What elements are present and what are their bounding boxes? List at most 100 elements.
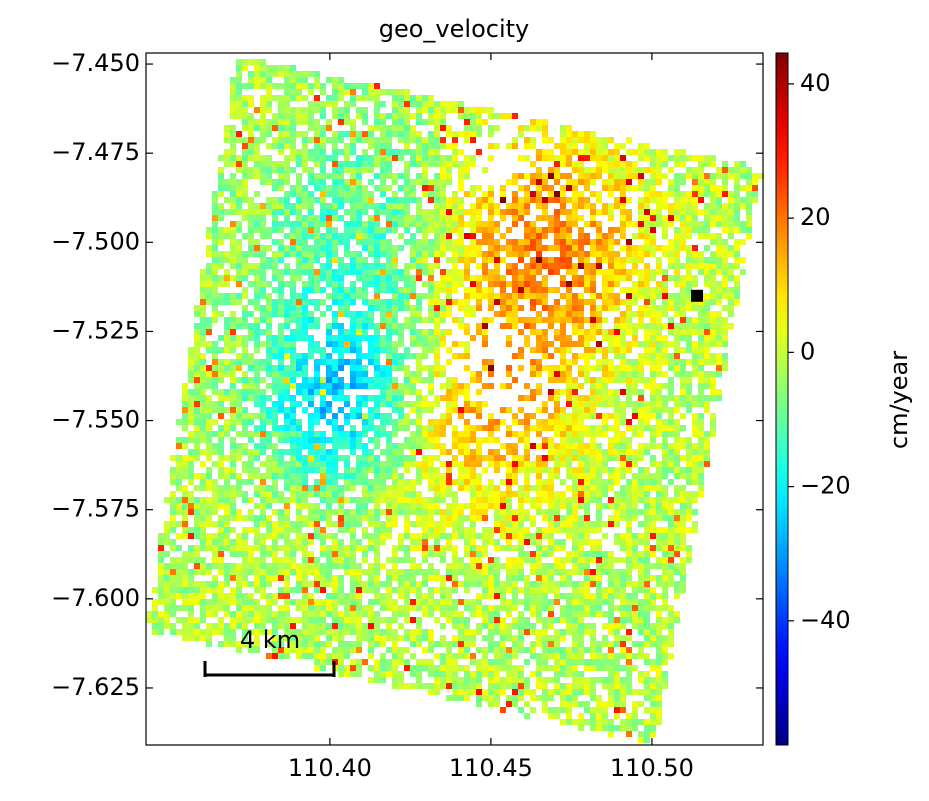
- raster-cell: [350, 263, 356, 269]
- raster-cell: [338, 431, 344, 437]
- raster-cell: [650, 335, 656, 341]
- raster-cell: [686, 437, 692, 443]
- raster-cell: [260, 209, 266, 215]
- raster-cell: [632, 413, 638, 419]
- raster-cell: [338, 269, 344, 275]
- raster-cell: [530, 161, 536, 167]
- raster-cell: [434, 365, 440, 371]
- raster-cell: [644, 293, 650, 299]
- raster-cell: [320, 413, 326, 419]
- raster-cell: [182, 533, 188, 539]
- raster-cell: [326, 233, 332, 239]
- raster-cell: [572, 479, 578, 485]
- raster-cell: [596, 347, 602, 353]
- raster-cell: [740, 269, 746, 275]
- raster-cell: [236, 515, 242, 521]
- raster-cell: [584, 149, 590, 155]
- raster-cell: [578, 155, 584, 161]
- raster-cell: [572, 359, 578, 365]
- raster-cell: [536, 257, 542, 263]
- raster-cell: [410, 149, 416, 155]
- raster-cell: [284, 77, 290, 83]
- raster-cell: [668, 299, 674, 305]
- raster-cell: [548, 449, 554, 455]
- raster-cell: [644, 527, 650, 533]
- raster-cell: [452, 509, 458, 515]
- raster-cell: [656, 425, 662, 431]
- raster-cell: [650, 233, 656, 239]
- raster-cell: [428, 311, 434, 317]
- raster-cell: [440, 173, 446, 179]
- raster-cell: [320, 275, 326, 281]
- raster-cell: [524, 341, 530, 347]
- raster-cell: [224, 341, 230, 347]
- raster-cell: [524, 527, 530, 533]
- raster-cell: [374, 359, 380, 365]
- raster-cell: [248, 215, 254, 221]
- raster-cell: [362, 281, 368, 287]
- raster-cell: [302, 149, 308, 155]
- raster-cell: [182, 467, 188, 473]
- raster-cell: [692, 203, 698, 209]
- raster-cell: [428, 329, 434, 335]
- raster-cell: [662, 335, 668, 341]
- raster-cell: [632, 245, 638, 251]
- raster-cell: [182, 551, 188, 557]
- raster-cell: [716, 209, 722, 215]
- raster-cell: [722, 287, 728, 293]
- raster-cell: [656, 527, 662, 533]
- raster-cell: [278, 119, 284, 125]
- raster-cell: [548, 317, 554, 323]
- raster-cell: [314, 185, 320, 191]
- raster-cell: [596, 473, 602, 479]
- raster-cell: [368, 275, 374, 281]
- raster-cell: [290, 311, 296, 317]
- raster-cell: [584, 479, 590, 485]
- raster-cell: [674, 149, 680, 155]
- raster-cell: [650, 359, 656, 365]
- raster-cell: [686, 479, 692, 485]
- raster-cell: [380, 395, 386, 401]
- raster-cell: [674, 263, 680, 269]
- raster-cell: [584, 395, 590, 401]
- raster-cell: [458, 251, 464, 257]
- raster-cell: [410, 95, 416, 101]
- raster-cell: [308, 485, 314, 491]
- raster-cell: [386, 431, 392, 437]
- raster-cell: [614, 239, 620, 245]
- raster-cell: [500, 383, 506, 389]
- raster-cell: [248, 233, 254, 239]
- raster-cell: [320, 269, 326, 275]
- raster-cell: [560, 239, 566, 245]
- raster-cell: [536, 371, 542, 377]
- raster-cell: [644, 407, 650, 413]
- raster-cell: [344, 233, 350, 239]
- raster-cell: [584, 203, 590, 209]
- raster-cell: [392, 491, 398, 497]
- raster-cell: [206, 425, 212, 431]
- raster-cell: [416, 113, 422, 119]
- raster-cell: [482, 527, 488, 533]
- raster-cell: [188, 461, 194, 467]
- raster-cell: [488, 107, 494, 113]
- raster-cell: [590, 335, 596, 341]
- raster-cell: [506, 509, 512, 515]
- raster-cell: [446, 389, 452, 395]
- raster-cell: [518, 353, 524, 359]
- raster-cell: [296, 179, 302, 185]
- raster-cell: [356, 287, 362, 293]
- raster-cell: [518, 197, 524, 203]
- raster-cell: [332, 491, 338, 497]
- raster-cell: [698, 455, 704, 461]
- raster-cell: [722, 263, 728, 269]
- raster-cell: [572, 533, 578, 539]
- raster-cell: [356, 479, 362, 485]
- raster-cell: [668, 305, 674, 311]
- raster-cell: [422, 509, 428, 515]
- raster-cell: [440, 209, 446, 215]
- raster-cell: [236, 431, 242, 437]
- raster-cell: [254, 221, 260, 227]
- raster-cell: [272, 425, 278, 431]
- raster-cell: [584, 365, 590, 371]
- raster-cell: [596, 395, 602, 401]
